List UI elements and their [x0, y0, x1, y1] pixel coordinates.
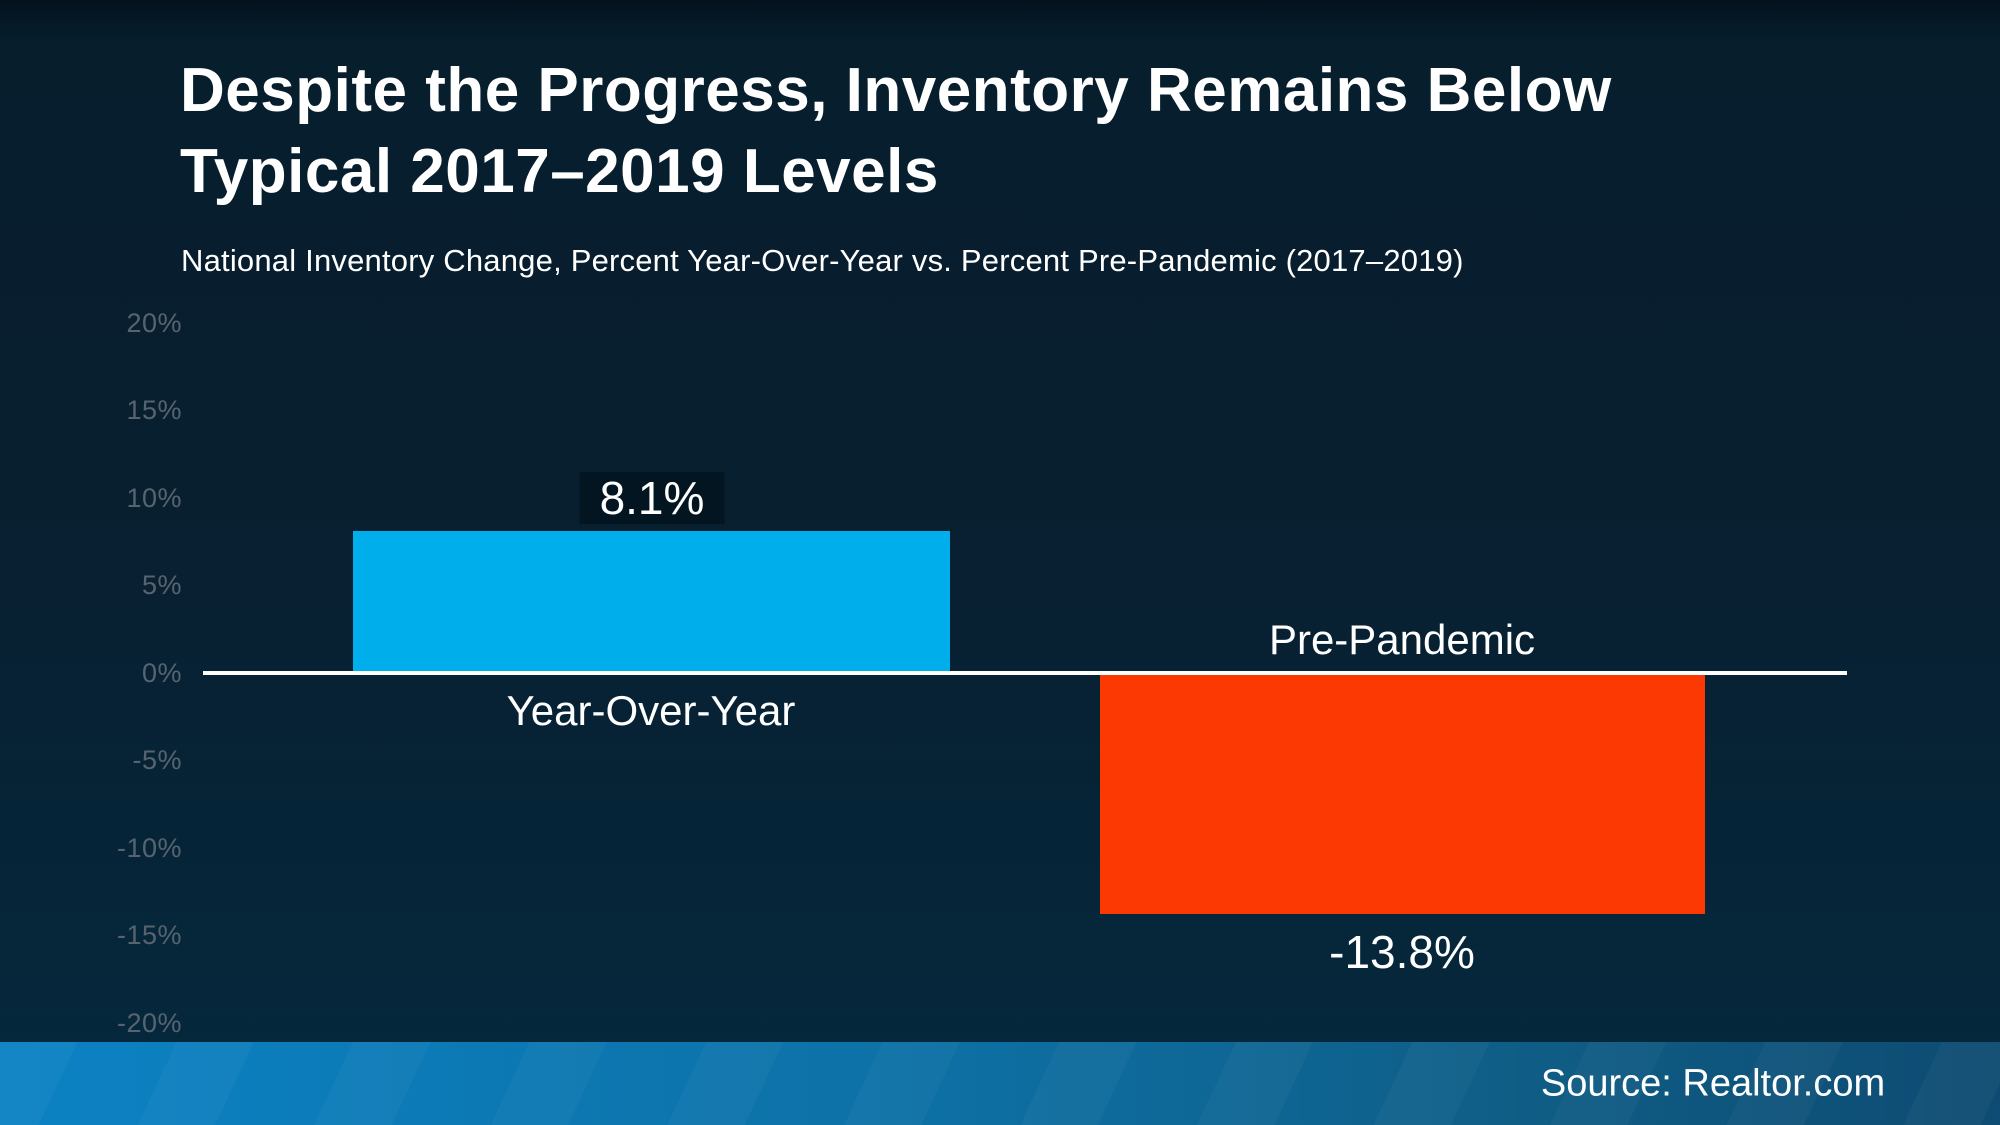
y-axis-tick-label: 5%: [141, 570, 182, 600]
y-axis-tick-label: 20%: [126, 308, 182, 338]
bar-year-over-year: [353, 531, 950, 671]
y-axis-tick-label: -10%: [116, 833, 182, 863]
bar-value-label: 8.1%: [579, 472, 725, 524]
y-axis-tick-label: 10%: [126, 483, 182, 513]
y-axis-tick-label: -5%: [132, 745, 182, 775]
zero-axis-line: [203, 671, 1847, 675]
y-axis-tick-label: -20%: [116, 1008, 182, 1038]
y-axis-tick-label: -15%: [116, 920, 182, 950]
y-axis-tick-label: 0%: [141, 658, 182, 688]
bar-value-label: -13.8%: [1329, 926, 1475, 978]
bar-category-label: Year-Over-Year: [506, 687, 796, 734]
bar-category-label: Pre-Pandemic: [1268, 616, 1536, 663]
bar-pre-pandemic: [1100, 675, 1705, 914]
y-axis-tick-label: 15%: [126, 395, 182, 425]
chart-title: Despite the Progress, Inventory Remains …: [180, 56, 1612, 206]
chart-subtitle: National Inventory Change, Percent Year-…: [181, 243, 1464, 278]
footer-bar: Source: Realtor.com: [0, 1042, 2000, 1125]
source-attribution: Source: Realtor.com: [1540, 1062, 1886, 1104]
